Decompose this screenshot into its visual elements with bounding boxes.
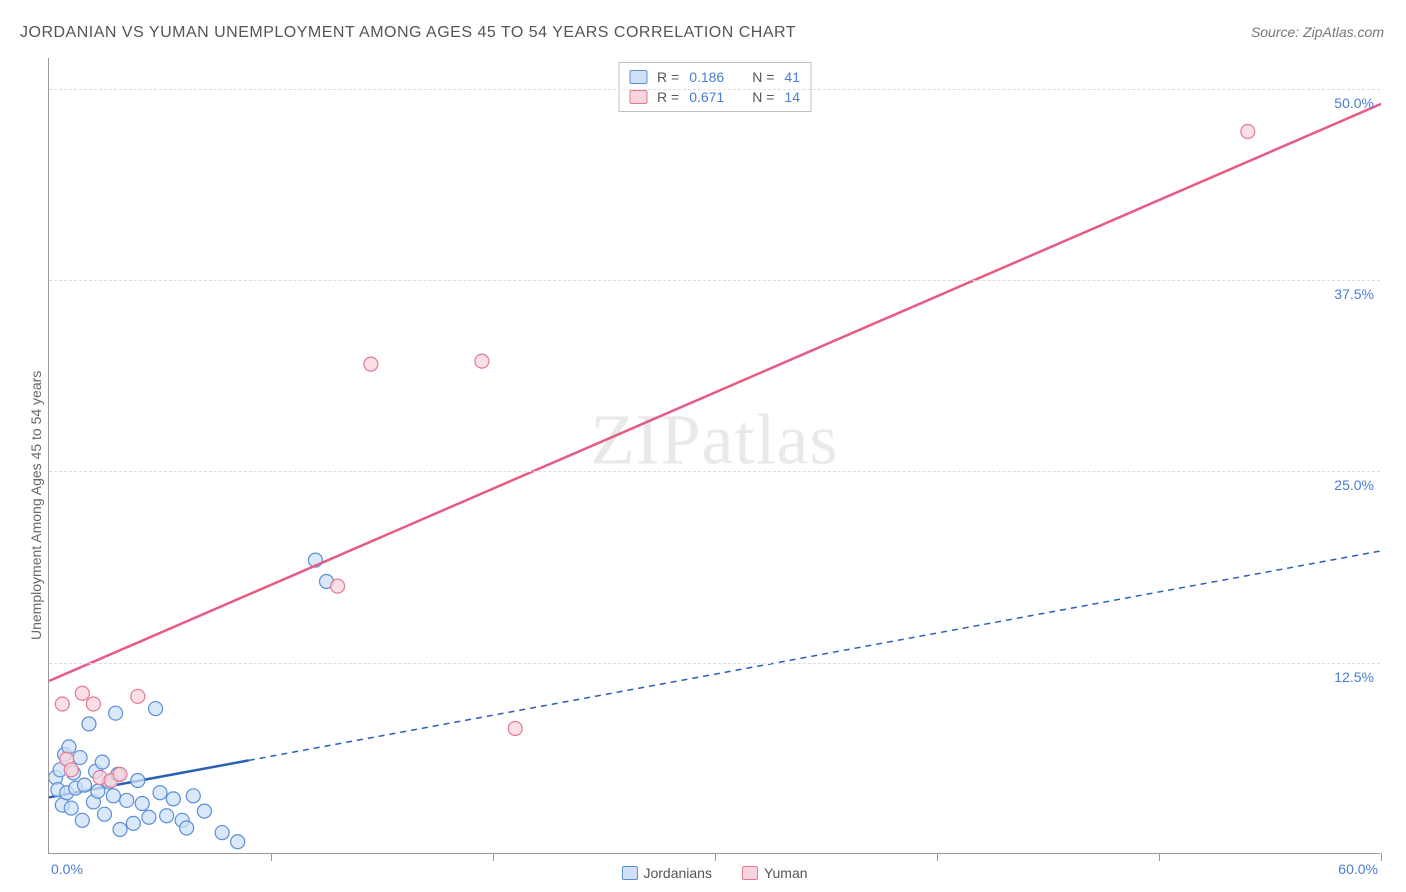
n-value-jordanians: 41 — [784, 69, 800, 85]
n-label: N = — [752, 89, 774, 105]
x-max-label: 60.0% — [1338, 861, 1378, 877]
r-value-yuman: 0.671 — [689, 89, 724, 105]
legend-label-jordanians: Jordanians — [643, 865, 712, 881]
scatter-svg — [49, 58, 1381, 854]
x-tick — [937, 853, 938, 861]
x-tick — [715, 853, 716, 861]
source-label: Source: ZipAtlas.com — [1251, 24, 1384, 40]
r-label: R = — [657, 89, 679, 105]
gridline-h — [49, 280, 1380, 281]
n-value-yuman: 14 — [784, 89, 800, 105]
x-tick — [1159, 853, 1160, 861]
legend-item-jordanians: Jordanians — [621, 865, 712, 881]
correlation-legend: R = 0.186 N = 41 R = 0.671 N = 14 — [618, 62, 811, 112]
y-tick-label: 12.5% — [1334, 669, 1374, 685]
legend-bottom: Jordanians Yuman — [621, 865, 807, 881]
swatch-yuman — [629, 90, 647, 104]
n-label: N = — [752, 69, 774, 85]
gridline-h — [49, 89, 1380, 90]
swatch-yuman-bottom — [742, 866, 758, 880]
r-label: R = — [657, 69, 679, 85]
swatch-jordanians — [629, 70, 647, 84]
chart-container: JORDANIAN VS YUMAN UNEMPLOYMENT AMONG AG… — [0, 0, 1406, 892]
legend-item-yuman: Yuman — [742, 865, 808, 881]
x-origin-label: 0.0% — [51, 861, 83, 877]
x-tick — [1381, 853, 1382, 861]
x-tick — [493, 853, 494, 861]
swatch-jordanians-bottom — [621, 866, 637, 880]
source-prefix: Source: — [1251, 24, 1303, 40]
legend-row-jordanians: R = 0.186 N = 41 — [629, 67, 800, 87]
plot-area: ZIPatlas R = 0.186 N = 41 R = 0.671 N = … — [48, 58, 1380, 854]
gridline-h — [49, 471, 1380, 472]
y-axis-label: Unemployment Among Ages 45 to 54 years — [28, 371, 44, 640]
legend-row-yuman: R = 0.671 N = 14 — [629, 87, 800, 107]
r-value-jordanians: 0.186 — [689, 69, 724, 85]
source-name: ZipAtlas.com — [1303, 24, 1384, 40]
y-tick-label: 25.0% — [1334, 477, 1374, 493]
y-tick-label: 50.0% — [1334, 95, 1374, 111]
legend-label-yuman: Yuman — [764, 865, 808, 881]
x-tick — [271, 853, 272, 861]
y-tick-label: 37.5% — [1334, 286, 1374, 302]
chart-title: JORDANIAN VS YUMAN UNEMPLOYMENT AMONG AG… — [20, 24, 796, 42]
gridline-h — [49, 663, 1380, 664]
